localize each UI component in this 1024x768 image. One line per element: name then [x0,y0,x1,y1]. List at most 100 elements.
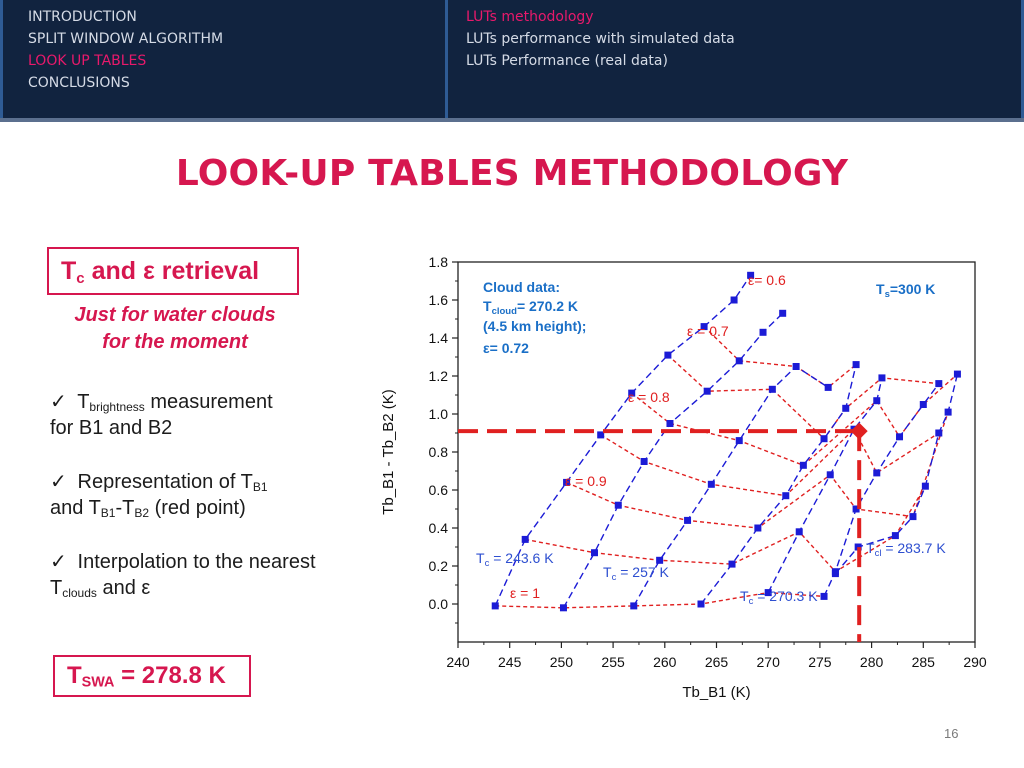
bullet-2-text-c2: -T [115,497,135,519]
tc-marker [944,408,952,416]
x-tick-label: 275 [808,654,832,670]
retrieval-box: Tc and ε retrieval [47,247,299,295]
x-tick-label: 280 [860,654,884,670]
x-tick-label: 255 [601,654,625,670]
measurement-point [850,422,868,440]
tc-257-label: Tc = 257 K [603,564,670,583]
tc-marker [891,532,899,540]
tc-marker [735,437,743,445]
bullet-2-sub-3: B2 [134,506,150,520]
tc-marker [728,560,736,568]
y-tick-label: 0.4 [429,520,449,536]
bullet-interpolation: ✓ Interpolation to the nearest Tclouds a… [50,549,360,601]
section-nav-item-2[interactable]: LOOK UP TABLES [28,53,147,69]
tc-marker [896,433,904,441]
x-axis-label: Tb_B1 (K) [682,684,750,701]
bullet-2-text-a: Representation of T [72,471,253,493]
tc-marker [792,363,800,370]
checkmark-icon: ✓ [50,551,67,573]
tc-marker [799,461,807,469]
note-line-1: Just for water clouds [74,304,276,326]
tswa-t: T [67,662,82,689]
x-tick-label: 285 [912,654,936,670]
tswa-result-box: TSWA = 278.8 K [53,655,251,697]
epsilon-09-label: ε = 0.9 [565,473,607,489]
epsilon-curve-3 [600,428,940,497]
tc-curve-4 [767,377,883,593]
checkmark-icon: ✓ [50,391,67,413]
tc-marker [820,592,828,600]
y-tick-label: 1.4 [429,330,449,346]
tc-marker [521,535,529,543]
tc-marker [820,435,828,443]
tc-marker [614,501,622,509]
tc-marker [909,513,917,521]
page-number: 16 [944,726,959,741]
cloud-data-title: Cloud data: [483,279,560,295]
bullet-brightness: ✓ Tbrightness measurement for B1 and B2 [50,389,360,441]
bullet-3-text-a: Interpolation to the nearest [72,551,316,573]
tc-marker [640,458,648,465]
tc-marker [852,505,860,513]
cloud-emissivity: ε= 0.72 [483,340,529,356]
y-tick-label: 0.6 [429,482,449,498]
subsection-nav-list: LUTs methodology LUTs performance with si… [466,6,735,72]
section-nav-item-3[interactable]: CONCLUSIONS [28,75,130,91]
tc-marker [630,602,638,610]
y-tick-label: 1.0 [429,406,449,422]
x-tick-label: 265 [705,654,729,670]
tc-marker [854,543,862,551]
section-nav-item-0[interactable]: INTRODUCTION [28,9,137,25]
tc-curve-1 [562,312,784,609]
section-nav-item-1[interactable]: SPLIT WINDOW ALGORITHM [28,31,224,47]
bullet-representation: ✓ Representation of TB1 and TB1-TB2 (red… [50,469,360,521]
epsilon-curve-1 [525,485,926,573]
subsection-nav-item-2[interactable]: LUTs Performance (real data) [466,53,668,69]
tc-marker [824,383,832,391]
y-tick-label: 1.6 [429,292,449,308]
tc-marker [873,469,881,477]
tc-marker [697,600,705,608]
bullet-1-sub: brightness [89,400,145,414]
tc-curve-3 [700,364,857,605]
x-tick-label: 290 [963,654,987,670]
section-nav-list: INTRODUCTION SPLIT WINDOW ALGORITHM LOOK U… [28,6,223,94]
tc-marker [684,516,692,524]
tc-marker [597,431,605,439]
tc-marker [795,528,803,536]
bullet-1-text-b: measurement [144,391,273,413]
tc-marker [935,380,943,388]
subsection-nav-item-1[interactable]: LUTs performance with simulated data [466,31,735,47]
bullet-2-sub-1: B1 [252,480,268,494]
bullet-3-text-c1: T [50,577,63,599]
tc-marker [703,387,711,395]
subsection-nav-item-0[interactable]: LUTs methodology [466,9,594,25]
bullet-2-text-c1: and T [50,497,101,519]
bullet-3-sub: clouds [62,586,97,600]
tc-marker [747,271,755,279]
tc-marker [953,370,961,378]
tc-marker [852,361,860,369]
tc-marker [873,397,881,405]
tc-270-label: Tc = 270.3 K [740,588,818,607]
epsilon-07-label: ε = 0.7 [687,323,729,339]
tswa-sub: SWA [81,674,115,691]
epsilon-08-label: ε = 0.8 [628,389,670,405]
surface-temperature: Ts=300 K [876,281,935,300]
x-tick-label: 250 [550,654,574,670]
tc-marker [707,480,715,488]
retrieval-sub: c [76,269,85,287]
tc-marker [590,549,598,557]
note-line-2: for the moment [102,331,248,353]
y-tick-label: 0.0 [429,596,449,612]
tc-marker [878,374,886,382]
tc-marker [768,385,776,393]
bullet-2-text-c3: (red point) [149,497,246,519]
bullet-1-text-a: T [72,391,90,413]
tc-marker [919,401,927,408]
x-tick-label: 260 [653,654,677,670]
tc-marker [826,471,834,479]
tc-marker [754,524,762,532]
tc-marker [764,589,772,597]
